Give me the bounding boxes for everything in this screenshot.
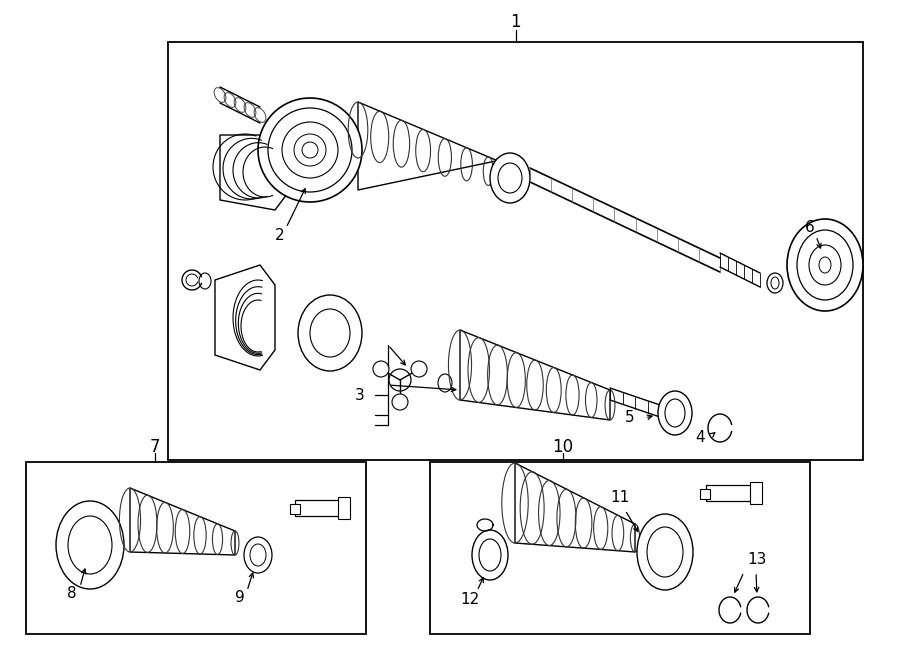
Bar (750, 482, 762, 504)
Ellipse shape (294, 134, 326, 166)
Bar (295, 500, 343, 516)
Ellipse shape (797, 230, 853, 300)
Bar (26, 462, 366, 634)
Circle shape (373, 361, 389, 377)
Bar (168, 42, 863, 460)
Text: 8: 8 (68, 586, 76, 602)
Bar (338, 497, 350, 519)
Text: 13: 13 (747, 553, 767, 568)
Bar (290, 504, 300, 514)
Text: 3: 3 (356, 387, 364, 403)
Circle shape (392, 394, 408, 410)
Text: 2: 2 (275, 227, 284, 243)
Ellipse shape (767, 273, 783, 293)
Ellipse shape (282, 122, 338, 178)
Polygon shape (215, 265, 275, 370)
Ellipse shape (658, 391, 692, 435)
Bar (430, 462, 810, 634)
Bar (700, 489, 710, 499)
Ellipse shape (490, 153, 530, 203)
Ellipse shape (819, 257, 831, 273)
Text: 6: 6 (806, 221, 814, 235)
Bar (706, 485, 756, 501)
Ellipse shape (637, 514, 693, 590)
Ellipse shape (787, 219, 863, 311)
Ellipse shape (472, 530, 508, 580)
Text: 11: 11 (610, 490, 630, 504)
Ellipse shape (258, 98, 362, 202)
Ellipse shape (56, 501, 124, 589)
Ellipse shape (809, 245, 841, 285)
Ellipse shape (302, 142, 318, 158)
Text: 5: 5 (626, 410, 634, 426)
Polygon shape (358, 102, 510, 190)
Ellipse shape (268, 108, 352, 192)
Polygon shape (220, 135, 290, 210)
Text: 4: 4 (695, 430, 705, 446)
Ellipse shape (498, 163, 522, 193)
Text: 10: 10 (553, 438, 573, 456)
Text: 7: 7 (150, 438, 160, 456)
Polygon shape (130, 488, 235, 555)
Text: 1: 1 (510, 13, 521, 31)
Text: 9: 9 (235, 590, 245, 605)
Ellipse shape (298, 295, 362, 371)
Ellipse shape (244, 537, 272, 573)
Circle shape (389, 369, 411, 391)
Circle shape (411, 361, 428, 377)
Polygon shape (515, 463, 635, 552)
Polygon shape (460, 330, 610, 420)
Text: 12: 12 (461, 592, 480, 607)
